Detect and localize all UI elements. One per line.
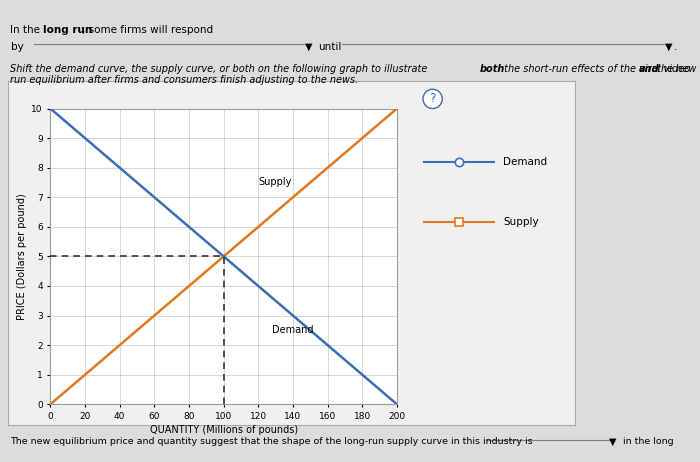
Text: Demand: Demand bbox=[503, 158, 547, 167]
Text: ▼: ▼ bbox=[304, 42, 312, 52]
Text: The new equilibrium price and quantity suggest that the shape of the long-run su: The new equilibrium price and quantity s… bbox=[10, 437, 533, 445]
X-axis label: QUANTITY (Millions of pounds): QUANTITY (Millions of pounds) bbox=[150, 425, 298, 435]
Text: and: and bbox=[638, 64, 659, 74]
Text: ?: ? bbox=[429, 92, 436, 105]
Text: ▼: ▼ bbox=[609, 437, 617, 447]
Text: the short-run effects of the viral video: the short-run effects of the viral video bbox=[501, 64, 694, 74]
Text: long run: long run bbox=[43, 25, 92, 36]
Y-axis label: PRICE (Dollars per pound): PRICE (Dollars per pound) bbox=[17, 193, 27, 320]
Text: ▼: ▼ bbox=[665, 42, 673, 52]
Text: in the long: in the long bbox=[620, 437, 673, 445]
Text: , some firms will respond: , some firms will respond bbox=[82, 25, 213, 36]
Text: Supply: Supply bbox=[258, 177, 292, 188]
Text: Supply: Supply bbox=[503, 217, 539, 227]
Text: In the: In the bbox=[10, 25, 43, 36]
Text: the new long-: the new long- bbox=[654, 64, 700, 74]
Text: run equilibrium after firms and consumers finish adjusting to the news.: run equilibrium after firms and consumer… bbox=[10, 75, 358, 85]
Text: Shift the demand curve, the supply curve, or both on the following graph to illu: Shift the demand curve, the supply curve… bbox=[10, 64, 431, 74]
Text: until: until bbox=[318, 42, 342, 52]
Text: both: both bbox=[480, 64, 505, 74]
Text: by: by bbox=[10, 42, 23, 52]
Text: .: . bbox=[674, 42, 678, 52]
Text: Demand: Demand bbox=[272, 325, 314, 335]
